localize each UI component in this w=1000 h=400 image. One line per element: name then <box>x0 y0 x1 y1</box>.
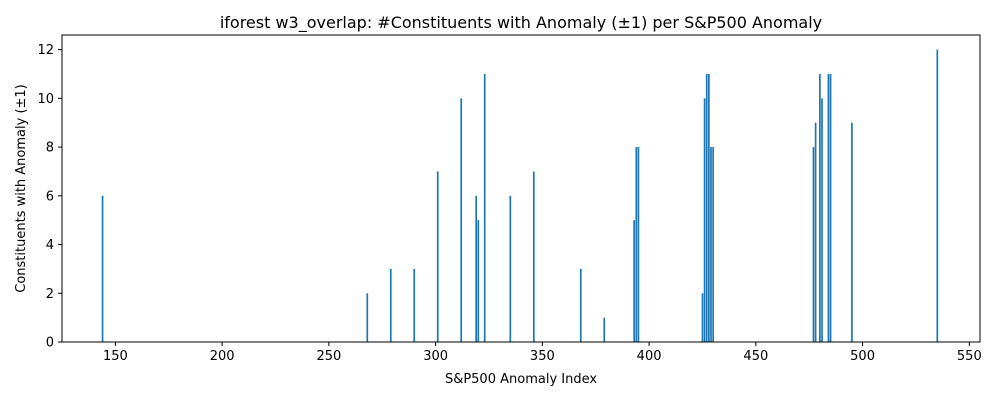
bar-426 <box>703 98 706 342</box>
x-axis-ticks: 150 200 250 300 350 400 450 500 550 <box>103 342 982 364</box>
bar-346 <box>532 171 535 342</box>
bar-495 <box>851 122 853 342</box>
bar-480 <box>819 73 821 342</box>
bar-268 <box>366 293 369 342</box>
x-tick-label: 350 <box>530 349 555 364</box>
x-tick-label: 250 <box>316 349 341 364</box>
bar-429 <box>710 147 712 342</box>
bar-323 <box>483 73 486 342</box>
bar-320 <box>477 220 480 342</box>
x-tick-label: 500 <box>850 349 875 364</box>
y-tick-label: 8 <box>46 141 54 156</box>
y-tick-label: 0 <box>46 336 54 351</box>
bar-428 <box>708 73 710 342</box>
x-tick-label: 550 <box>957 349 982 364</box>
bar-290 <box>413 268 416 342</box>
bar-395 <box>637 147 640 342</box>
y-tick-label: 2 <box>46 287 54 302</box>
bar-393 <box>633 220 636 342</box>
bar-319 <box>475 195 478 342</box>
bar-425 <box>701 293 704 342</box>
bar-481 <box>821 98 823 342</box>
bar-427 <box>705 73 708 342</box>
bar-394 <box>635 147 638 342</box>
y-axis-label: Constituents with Anomaly (±1) <box>14 84 29 293</box>
bar-368 <box>579 268 582 342</box>
bar-144 <box>101 195 104 342</box>
bar-477 <box>812 147 815 342</box>
y-tick-label: 4 <box>46 238 54 253</box>
y-tick-label: 10 <box>37 92 54 107</box>
bar-478 <box>814 122 817 342</box>
plot-frame <box>61 34 981 343</box>
y-tick-label: 6 <box>46 189 54 204</box>
x-tick-label: 300 <box>423 349 448 364</box>
x-tick-label: 150 <box>103 349 128 364</box>
bars-group <box>101 49 939 342</box>
y-tick-label: 12 <box>37 43 54 58</box>
chart-title: iforest w3_overlap: #Constituents with A… <box>220 13 822 33</box>
bar-430 <box>712 147 714 342</box>
bar-535 <box>936 49 939 342</box>
x-tick-label: 450 <box>743 349 768 364</box>
x-tick-label: 200 <box>210 349 235 364</box>
y-axis-ticks: 0 2 4 6 8 10 12 <box>37 43 62 351</box>
x-axis-label: S&P500 Anomaly Index <box>445 372 597 387</box>
x-tick-label: 400 <box>637 349 662 364</box>
bar-301 <box>436 171 439 342</box>
bar-485 <box>829 73 832 342</box>
bar-335 <box>509 195 512 342</box>
bar-379 <box>603 317 606 342</box>
bar-279 <box>389 268 392 342</box>
bar-484 <box>827 73 830 342</box>
bar-312 <box>460 98 463 342</box>
